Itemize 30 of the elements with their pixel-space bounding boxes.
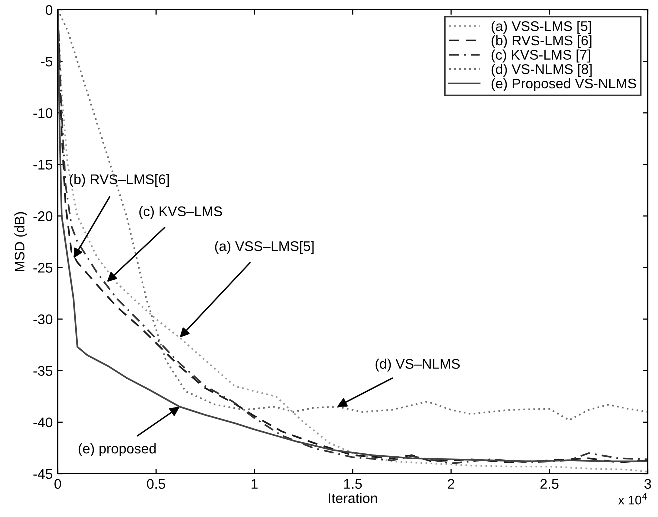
legend-label: (a) VSS-LMS [5] [492, 21, 592, 34]
annotation: (d) VS–NLMS [376, 358, 460, 372]
y-tick-label: -20 [34, 212, 53, 222]
annotation: (b) RVS–LMS[6] [70, 174, 170, 188]
x-tick-label: 2.5 [540, 479, 559, 490]
y-tick-label: -5 [41, 57, 53, 67]
y-tick-label: -30 [34, 314, 53, 325]
x-axis-title: Iteration [329, 493, 378, 504]
y-tick-label: -35 [34, 366, 53, 376]
annotation: (c) KVS–LMS [140, 206, 222, 220]
x-tick-label: 0.5 [147, 479, 166, 490]
text: x 10$^{4}$ [618, 493, 648, 505]
y-tick-label: -25 [34, 263, 53, 273]
y-tick-label: -15 [34, 160, 53, 170]
x-tick-label: 3 [644, 479, 652, 490]
legend-label: (d) VS-NLMS [8] [492, 64, 592, 78]
x-tick-label: 1.5 [344, 479, 362, 490]
annotation: (e) proposed [78, 444, 156, 457]
legend-label: (b) RVS-LMS [6] [492, 35, 592, 48]
legend-label: (c) KVS-LMS [7] [492, 50, 590, 63]
y-tick-label: 0 [46, 5, 53, 16]
x-tick-label: 2 [448, 479, 454, 489]
y-tick-label: -45 [34, 469, 53, 480]
y-tick-label: -10 [34, 108, 53, 118]
y-axis-title: MSD (dB) [14, 212, 28, 272]
legend-label: (e) Proposed VS-NLMS [492, 78, 636, 92]
y-tick-label: -40 [34, 418, 53, 428]
x-tick-label: 0 [54, 479, 62, 490]
x-tick-label: 1 [252, 479, 258, 489]
annotation: (a) VSS–LMS[5] [215, 241, 314, 254]
